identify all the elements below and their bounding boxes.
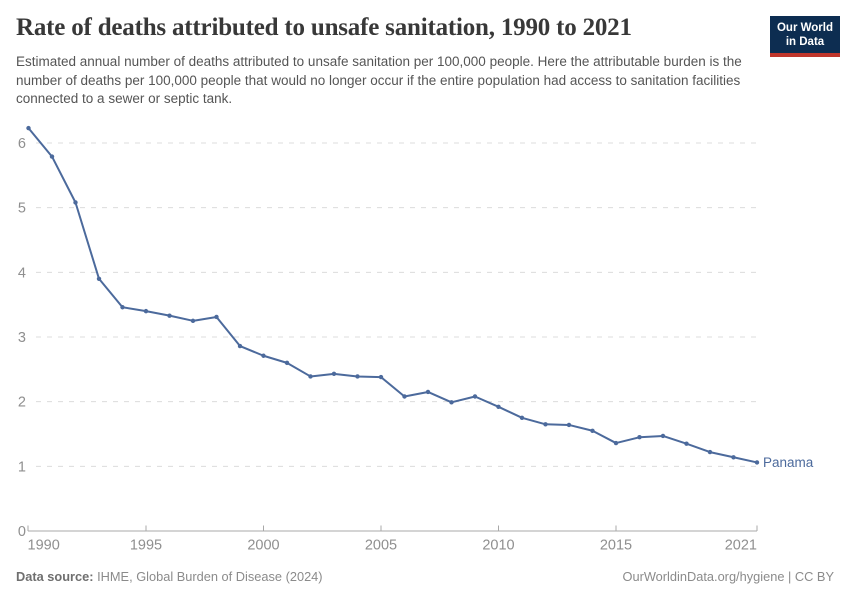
data-point[interactable]	[49, 154, 55, 159]
x-tick-label: 1990	[28, 538, 60, 554]
data-point[interactable]	[143, 308, 149, 314]
x-tick-label: 2015	[600, 538, 632, 554]
x-tick-label: 2005	[365, 538, 397, 554]
owid-logo-line1: Our World	[776, 22, 833, 34]
data-point[interactable]	[261, 353, 266, 358]
data-point[interactable]	[519, 415, 525, 421]
y-tick-label: 2	[18, 395, 26, 411]
data-point[interactable]	[96, 276, 102, 281]
data-point[interactable]	[237, 343, 243, 349]
data-source-text: IHME, Global Burden of Disease (2024)	[93, 569, 323, 584]
data-point[interactable]	[731, 455, 736, 460]
data-point[interactable]	[331, 371, 337, 377]
data-point[interactable]	[707, 449, 713, 455]
data-point[interactable]	[402, 394, 407, 399]
x-tick-label: 2000	[247, 538, 279, 554]
y-tick-label: 5	[18, 201, 26, 217]
chart-subtitle: Estimated annual number of deaths attrib…	[16, 54, 742, 107]
data-source: Data source: IHME, Global Burden of Dise…	[16, 569, 323, 584]
data-point[interactable]	[167, 313, 172, 318]
y-tick-label: 3	[18, 330, 26, 346]
data-point[interactable]	[449, 400, 454, 405]
data-point[interactable]	[543, 422, 548, 427]
data-point[interactable]	[472, 394, 478, 399]
data-point[interactable]	[684, 441, 689, 446]
data-point[interactable]	[26, 125, 31, 131]
y-tick-label: 6	[18, 136, 26, 152]
data-point[interactable]	[73, 200, 78, 205]
data-point[interactable]	[425, 389, 431, 395]
x-tick-label: 2021	[725, 538, 757, 554]
chart-footer: Data source: IHME, Global Burden of Dise…	[16, 569, 834, 584]
data-point[interactable]	[355, 374, 360, 379]
x-tick-label: 1995	[130, 538, 162, 554]
y-tick-label: 0	[18, 524, 26, 540]
y-tick-label: 4	[18, 265, 26, 281]
series-end-label: Panama	[763, 455, 814, 470]
data-source-label: Data source:	[16, 569, 94, 584]
data-point[interactable]	[120, 305, 125, 310]
owid-logo-line2: in Data	[785, 36, 825, 49]
data-point[interactable]	[284, 360, 290, 366]
data-point[interactable]	[566, 422, 572, 428]
x-tick-label: 2010	[482, 538, 514, 554]
data-point[interactable]	[496, 404, 501, 410]
data-point[interactable]	[308, 374, 313, 379]
data-point[interactable]	[754, 460, 760, 465]
credit-link[interactable]: OurWorldinData.org/hygiene | CC BY	[622, 569, 835, 584]
y-tick-label: 1	[18, 459, 26, 475]
data-point[interactable]	[660, 433, 666, 439]
data-point[interactable]	[378, 374, 384, 380]
trend-line[interactable]	[27, 127, 758, 464]
data-point[interactable]	[190, 318, 196, 324]
data-point[interactable]	[637, 435, 642, 440]
data-point[interactable]	[214, 314, 219, 320]
data-point[interactable]	[613, 440, 619, 446]
owid-logo[interactable]: Our World in Data	[770, 16, 840, 58]
page-title: Rate of deaths attributed to unsafe sani…	[16, 14, 632, 41]
data-point[interactable]	[590, 428, 595, 433]
